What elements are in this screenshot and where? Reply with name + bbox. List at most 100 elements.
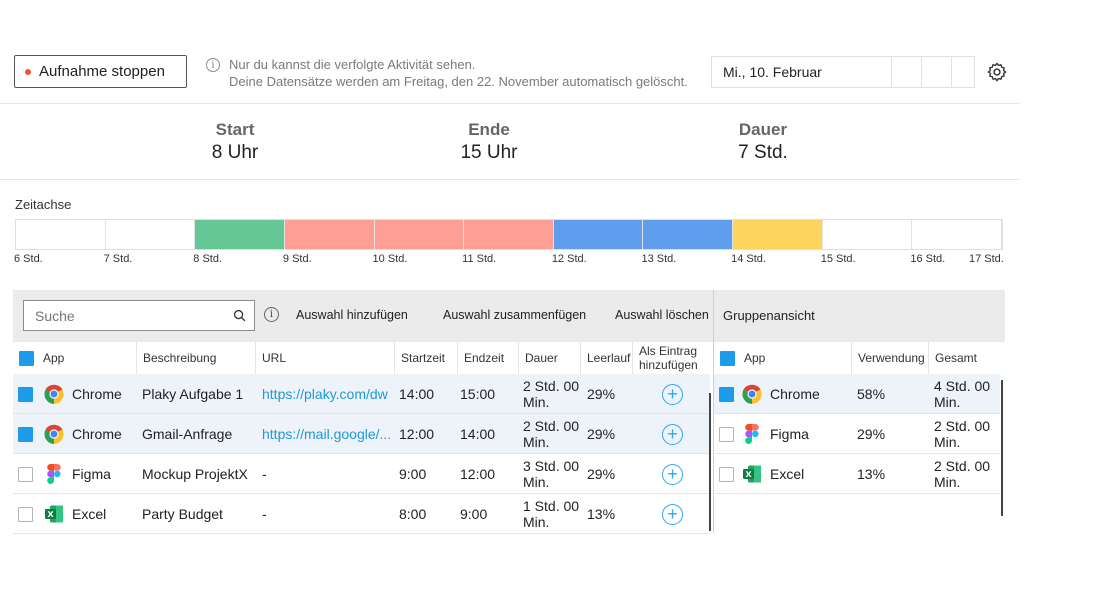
info-icon[interactable]: i	[264, 307, 279, 322]
group-row[interactable]: Chrome 58% 4 Std. 00 Min.	[714, 374, 1000, 414]
timeline-segment[interactable]	[464, 220, 554, 249]
header-description[interactable]: Beschreibung	[136, 342, 255, 374]
group-row[interactable]: Excel 13% 2 Std. 00 Min.	[714, 454, 1000, 494]
cell-duration: 1 Std. 00 Min.	[523, 498, 580, 530]
search-icon[interactable]	[233, 309, 246, 322]
summary-duration: Dauer 7 Std.	[683, 120, 843, 164]
add-entry-cell[interactable]: +	[662, 414, 683, 454]
group-row-checkbox[interactable]	[719, 426, 734, 442]
timeline-segment[interactable]	[822, 220, 913, 249]
activity-table-scrollbar[interactable]	[709, 393, 711, 531]
cell-url[interactable]: https://mail.google/...	[262, 426, 392, 442]
timeline-segment[interactable]	[284, 220, 375, 249]
timeline-segment[interactable]	[553, 220, 644, 249]
row-checkbox[interactable]	[18, 426, 33, 442]
panel-divider	[713, 290, 714, 533]
table-row[interactable]: Chrome Plaky Aufgabe 1 https://plaky.com/d…	[13, 374, 710, 414]
cell-url[interactable]: https://plaky.com/dw	[262, 386, 388, 402]
header-url[interactable]: URL	[255, 342, 394, 374]
timeline-tick-label: 10 Std.	[372, 253, 408, 265]
start-value: 8 Uhr	[211, 142, 259, 163]
timeline-title: Zeitachse	[15, 197, 72, 212]
app-icon-cell	[44, 454, 64, 494]
timeline-tick-label: 13 Std.	[641, 253, 677, 265]
cell-end: 9:00	[460, 506, 488, 522]
add-entry-button[interactable]: +	[662, 383, 683, 405]
table-row[interactable]: Excel Party Budget - 8:00 9:00 1 Std. 00 Min.…	[13, 494, 710, 534]
add-entry-cell[interactable]: +	[662, 494, 683, 534]
chrome-icon	[44, 424, 64, 444]
app-icon-cell	[44, 494, 64, 534]
stop-recording-button[interactable]: Aufnahme stoppen	[14, 55, 187, 88]
group-cell-usage: 13%	[857, 466, 886, 482]
group-checkbox-cell[interactable]	[719, 414, 734, 454]
group-checkbox-cell[interactable]	[719, 374, 734, 414]
timeline-segment[interactable]	[733, 220, 823, 249]
chrome-icon	[742, 384, 762, 404]
add-entry-cell[interactable]: +	[662, 454, 683, 494]
row-checkbox[interactable]	[18, 506, 33, 522]
add-selection-button[interactable]: Auswahl hinzufügen	[296, 308, 408, 322]
summary-end: Ende 15 Uhr	[409, 120, 569, 164]
cell-app: Figma	[72, 466, 111, 482]
group-header-app[interactable]: App	[714, 342, 851, 374]
group-row-checkbox[interactable]	[719, 386, 734, 402]
delete-selection-button[interactable]: Auswahl löschen	[615, 308, 709, 322]
add-entry-button[interactable]: +	[662, 503, 683, 525]
info-icon: i	[206, 58, 220, 72]
header-duration[interactable]: Dauer	[518, 342, 580, 374]
timeline-segment[interactable]	[195, 220, 285, 249]
duration-value: 7 Std.	[738, 142, 788, 163]
chrome-icon	[44, 384, 64, 404]
timeline-tick-label: 6 Std.	[14, 253, 43, 265]
timeline-segment[interactable]	[643, 220, 733, 249]
time-summary: Start 8 Uhr Ende 15 Uhr Dauer 7 Std.	[0, 105, 1020, 180]
table-row[interactable]: Figma Mockup ProjektX - 9:00 12:00 3 Std. 00 …	[13, 454, 710, 494]
excel-icon	[742, 464, 762, 484]
gear-icon[interactable]	[986, 61, 1008, 83]
header-app[interactable]: App	[13, 342, 136, 374]
row-checkbox-cell[interactable]	[18, 374, 33, 414]
date-picker[interactable]: Mi., 10. Februar	[711, 56, 975, 88]
group-header-usage[interactable]: Verwendung	[851, 342, 928, 374]
group-row[interactable]: Figma 29% 2 Std. 00 Min.	[714, 414, 1000, 454]
next-day-button[interactable]	[922, 57, 952, 87]
timeline-tick-label: 9 Std.	[282, 253, 312, 265]
row-checkbox-cell[interactable]	[18, 494, 33, 534]
timeline-segment[interactable]	[374, 220, 465, 249]
group-header-total[interactable]: Gesamt	[928, 342, 1004, 374]
cell-description: Plaky Aufgabe 1	[142, 386, 244, 402]
timeline-tick-label: 16 Std.	[910, 253, 946, 265]
row-checkbox-cell[interactable]	[18, 454, 33, 494]
timeline-segment[interactable]	[105, 220, 196, 249]
cell-start: 9:00	[399, 466, 427, 482]
header-idle[interactable]: Leerlauf	[580, 342, 632, 374]
group-checkbox-cell[interactable]	[719, 454, 734, 494]
header-start[interactable]: Startzeit	[394, 342, 457, 374]
timeline-segment[interactable]	[16, 220, 106, 249]
select-all-checkbox[interactable]	[19, 350, 34, 366]
previous-day-button[interactable]	[892, 57, 922, 87]
app-icon-cell	[44, 374, 64, 414]
table-row[interactable]: Chrome Gmail-Anfrage https://mail.google/.…	[13, 414, 710, 454]
group-table-scrollbar[interactable]	[1001, 380, 1003, 516]
add-entry-button[interactable]: +	[662, 463, 683, 485]
header-end[interactable]: Endzeit	[457, 342, 518, 374]
group-select-all-checkbox[interactable]	[720, 350, 735, 366]
group-row-checkbox[interactable]	[719, 466, 734, 482]
date-display[interactable]: Mi., 10. Februar	[712, 57, 892, 87]
add-entry-cell[interactable]: +	[662, 374, 683, 414]
group-cell-total: 2 Std. 00 Min.	[934, 458, 991, 490]
merge-selection-button[interactable]: Auswahl zusammenfügen	[443, 308, 587, 322]
row-checkbox[interactable]	[18, 466, 33, 482]
row-checkbox[interactable]	[18, 386, 33, 402]
add-entry-button[interactable]: +	[662, 423, 683, 445]
row-checkbox-cell[interactable]	[18, 414, 33, 454]
timeline-segment[interactable]	[912, 220, 1002, 249]
cell-duration: 2 Std. 00 Min.	[523, 418, 580, 450]
cell-start: 14:00	[399, 386, 435, 402]
timeline-bar[interactable]	[15, 219, 1003, 250]
start-label: Start	[215, 120, 255, 139]
search-input[interactable]	[23, 300, 255, 331]
cell-app: Chrome	[72, 386, 122, 402]
